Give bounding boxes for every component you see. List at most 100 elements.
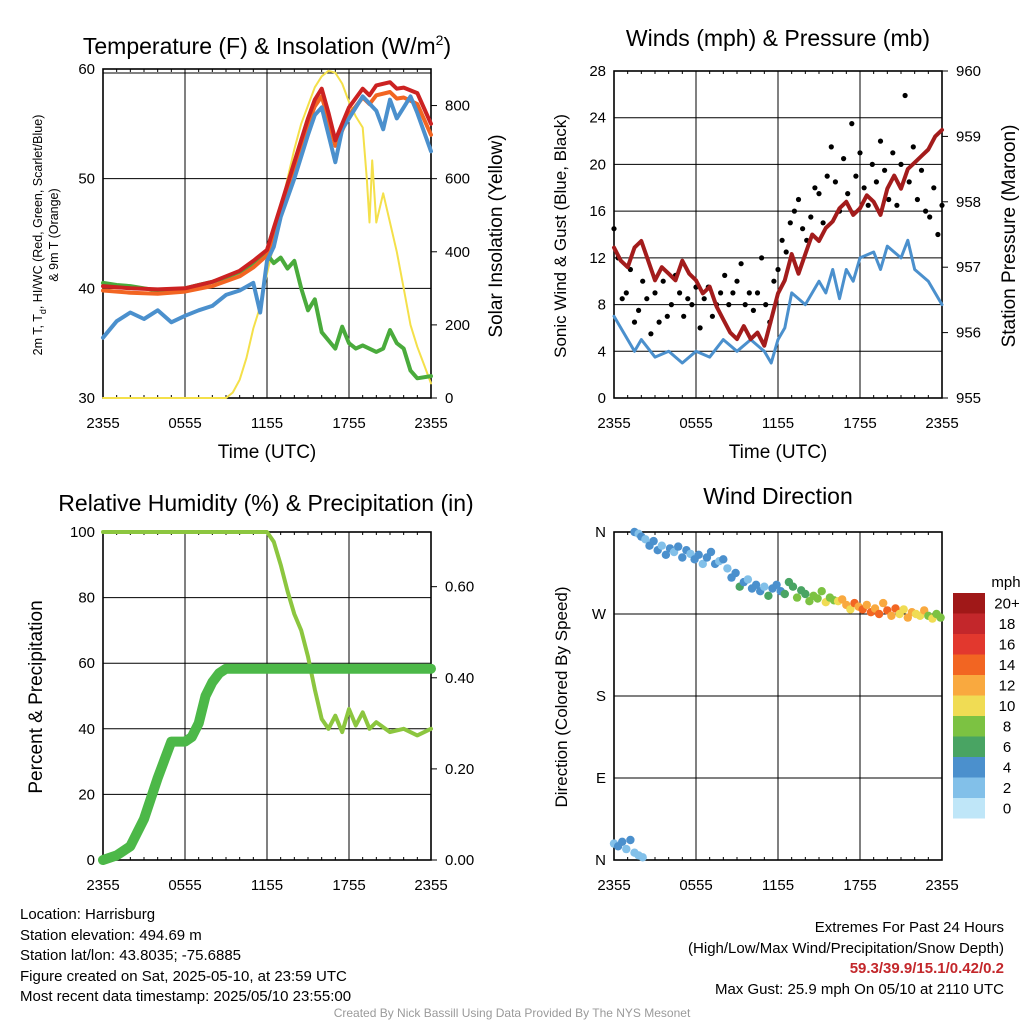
direction-point xyxy=(678,553,687,562)
direction-point xyxy=(751,580,761,589)
temperature-x-label: Time (UTC) xyxy=(218,442,317,463)
gust-point xyxy=(894,202,900,208)
x-tick-label: 1755 xyxy=(843,877,876,894)
gust-point xyxy=(685,296,691,302)
direction-point xyxy=(760,582,769,591)
y-tick-label: 0 xyxy=(598,390,606,407)
colorbar-label: 14 xyxy=(999,657,1016,674)
gust-point xyxy=(722,272,728,278)
extremes-info: Extremes For Past 24 Hours (High/Low/Max… xyxy=(688,918,1004,1000)
colorbar-label: 6 xyxy=(1003,739,1011,756)
gust-point xyxy=(841,156,847,162)
t2m-series-line xyxy=(101,80,433,292)
colorbar-label: 20+ xyxy=(994,595,1020,612)
charts-canvas: Temperature (F) & Insolation (W/m2) 2355… xyxy=(26,25,1021,894)
gust-point xyxy=(648,331,654,337)
wc-series-line xyxy=(101,94,433,340)
y-tick-label: 0 xyxy=(87,852,95,869)
gust-point xyxy=(640,278,646,284)
y2-tick-label: 0.20 xyxy=(445,761,474,778)
gust-point xyxy=(631,319,638,325)
y2-tick-label: 0 xyxy=(445,390,453,407)
wind-direction-title: Wind Direction xyxy=(703,483,853,509)
colorbar-label: 16 xyxy=(999,636,1016,653)
gust-point xyxy=(652,290,658,296)
direction-point xyxy=(846,605,855,614)
x-tick-label: 0555 xyxy=(168,415,201,432)
t9m-series-line xyxy=(101,90,433,296)
direction-point xyxy=(706,547,716,557)
gust-point xyxy=(918,167,925,173)
gust-point xyxy=(779,237,785,243)
location-text: Location: Harrisburg xyxy=(20,906,156,923)
y2-tick-label: 200 xyxy=(445,317,470,334)
y2-tick-label: 960 xyxy=(956,63,981,80)
winds-x-label: Time (UTC) xyxy=(729,442,828,463)
gust-point xyxy=(742,302,748,308)
direction-point xyxy=(780,589,789,599)
gust-point xyxy=(931,185,937,191)
gust-point xyxy=(636,307,642,313)
y-tick-label: W xyxy=(592,606,607,623)
y-tick-label: S xyxy=(596,688,606,705)
temperature-y-label-line2: & 9m T (Orange) xyxy=(47,188,61,281)
winds-plot-area: 2355 0555 1155 1755 2355 0 4 8 12 16 20 24 28 955 956 9… xyxy=(589,63,981,432)
x-tick-label: 1755 xyxy=(332,877,365,894)
x-tick-label: 1155 xyxy=(762,415,794,432)
elevation-text: Station elevation: 494.69 m xyxy=(20,926,202,944)
gust-point xyxy=(660,278,666,284)
colorbar-swatch xyxy=(953,654,985,675)
direction-point xyxy=(698,559,707,569)
temperature-y-label: 2m T, Td, HI/WC (Red, Green, Scarlet/Blu… xyxy=(31,115,48,356)
x-tick-label: 2355 xyxy=(86,877,119,894)
gust-point xyxy=(865,202,871,208)
extremes-title: Extremes For Past 24 Hours xyxy=(814,919,1004,936)
gust-point xyxy=(619,296,625,302)
gust-point xyxy=(611,226,617,232)
colorbar-label: 18 xyxy=(999,616,1016,633)
gust-point xyxy=(820,220,826,226)
rh-series-line xyxy=(101,530,433,738)
direction-point xyxy=(657,541,666,550)
colorbar-label: 4 xyxy=(1003,759,1011,776)
created-text: Figure created on Sat, 2025-05-10, at 23… xyxy=(20,967,347,985)
gust-point xyxy=(935,231,941,238)
x-tick-label: 2355 xyxy=(925,877,958,894)
y2-tick-label: 400 xyxy=(445,244,470,261)
direction-point xyxy=(874,609,884,619)
direction-point xyxy=(862,600,871,610)
gust-point xyxy=(927,214,933,220)
y-tick-label: 60 xyxy=(78,655,95,672)
x-tick-label: 1155 xyxy=(251,877,283,894)
y-tick-label: 8 xyxy=(598,297,606,314)
gust-point xyxy=(730,290,736,296)
colorbar-swatch xyxy=(953,593,985,614)
gust-point xyxy=(857,150,863,156)
temperature-panel: Temperature (F) & Insolation (W/m2) 2355… xyxy=(31,32,507,463)
y2-tick-label: 958 xyxy=(956,194,981,211)
gust-point xyxy=(902,92,908,99)
colorbar-title: mph xyxy=(991,574,1020,591)
gust-point xyxy=(734,278,740,284)
colorbar-swatch xyxy=(953,613,985,634)
gust-point xyxy=(726,302,732,308)
humidity-panel: Relative Humidity (%) & Precipitation (i… xyxy=(26,490,474,894)
gust-point xyxy=(668,302,675,308)
wind-series-line xyxy=(612,238,944,365)
gust-point xyxy=(824,173,830,179)
wind-direction-plot-area: 2355 0555 1155 1755 2355 N E S W N xyxy=(592,524,959,894)
gust-point xyxy=(849,121,855,127)
y2-tick-label: 955 xyxy=(956,390,981,407)
gust-point xyxy=(882,167,888,173)
gust-point xyxy=(738,261,744,267)
gust-point xyxy=(816,191,822,197)
colorbar-swatch xyxy=(953,695,985,716)
x-tick-label: 2355 xyxy=(414,877,447,894)
direction-point xyxy=(936,613,945,622)
y-tick-label: 100 xyxy=(70,524,95,541)
direction-point xyxy=(731,568,740,578)
x-tick-label: 2355 xyxy=(86,415,119,432)
gust-point xyxy=(910,144,916,150)
gust-point xyxy=(656,319,662,325)
direction-point xyxy=(887,611,896,620)
